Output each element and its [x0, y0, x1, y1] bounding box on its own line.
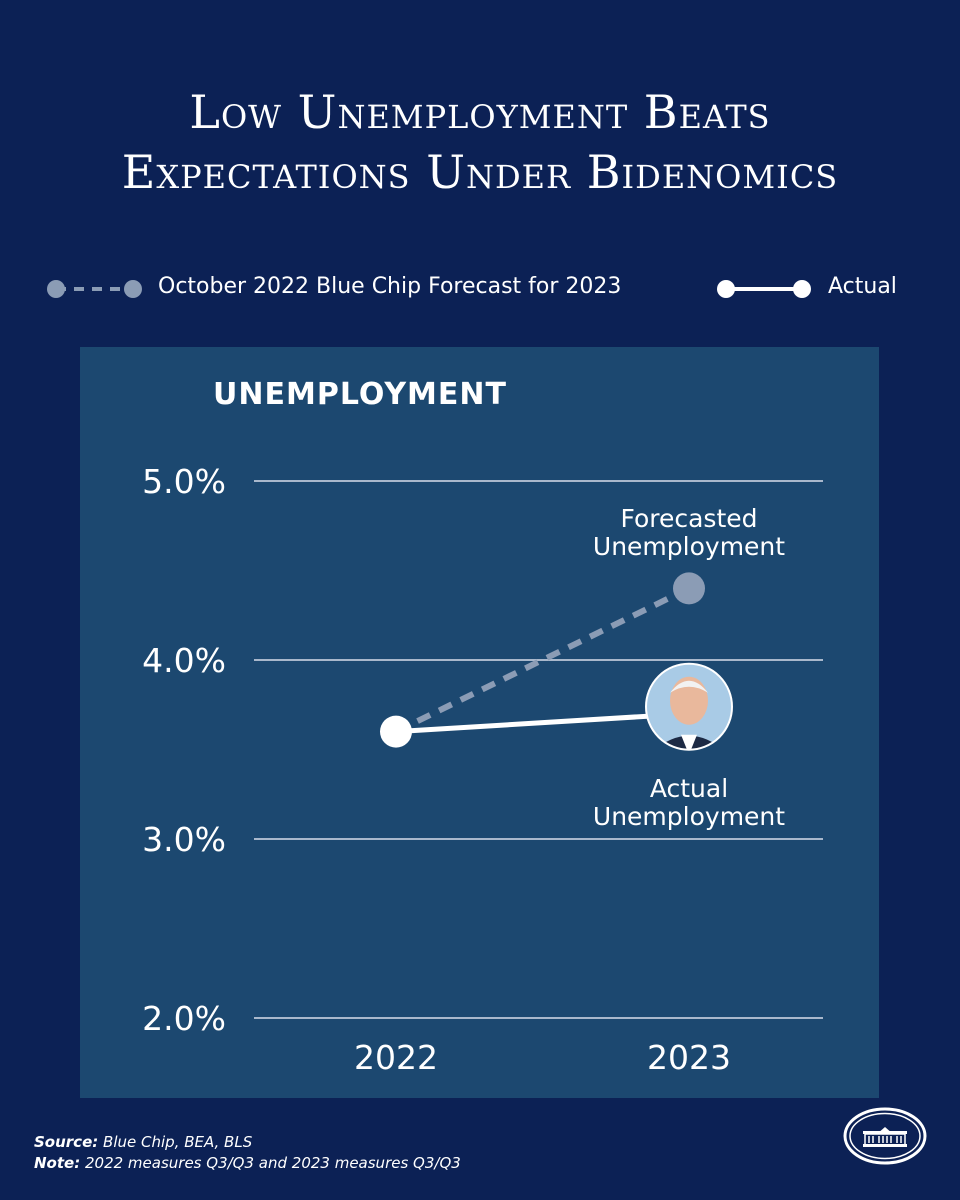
- source-line: Source: Blue Chip, BEA, BLS: [34, 1132, 461, 1153]
- footer: Source: Blue Chip, BEA, BLS Note: 2022 m…: [34, 1132, 461, 1174]
- actual-annotation: Unemployment: [593, 802, 785, 831]
- y-tick-label: 4.0%: [142, 641, 226, 680]
- start-point-2022: [380, 715, 412, 748]
- white-house-icon: [843, 1107, 927, 1165]
- title-line-1: Low Unemployment Beats: [189, 85, 771, 139]
- actual-annotation: Actual: [650, 774, 728, 803]
- legend-swatches: [47, 280, 811, 298]
- source-label: Source:: [34, 1133, 99, 1151]
- legend-actual-label: Actual: [828, 274, 897, 299]
- x-tick-label: 2022: [354, 1038, 438, 1077]
- forecast-series-line: [394, 585, 691, 735]
- chart-plot: 5.0%4.0%3.0%2.0%2022 2023ForecastedUnempl…: [142, 462, 823, 1077]
- note-line: Note: 2022 measures Q3/Q3 and 2023 measu…: [34, 1153, 461, 1174]
- page-title: Low Unemployment Beats Expectations Unde…: [0, 82, 960, 202]
- legend-forecast-label: October 2022 Blue Chip Forecast for 2023: [158, 274, 622, 299]
- y-tick-label: 2.0%: [142, 999, 226, 1038]
- legend-forecast-swatch: [47, 280, 142, 298]
- y-tick-label: 3.0%: [142, 820, 226, 859]
- forecast-annotation: Unemployment: [593, 532, 785, 561]
- person-portrait-icon: [646, 663, 732, 750]
- title-line-2: Expectations Under Bidenomics: [121, 145, 839, 199]
- forecast-point-2023: [673, 572, 705, 605]
- chart-title: UNEMPLOYMENT: [213, 377, 507, 412]
- y-tick-label: 5.0%: [142, 462, 226, 501]
- legend: October 2022 Blue Chip Forecast for 2023…: [0, 268, 960, 310]
- forecast-annotation: Forecasted: [620, 504, 757, 533]
- legend-actual-swatch: [717, 280, 811, 298]
- x-tick-label: 2023: [647, 1038, 731, 1077]
- chart-panel: UNEMPLOYMENT 5.0% 4.0% 3.0% 2.0% 2022 2023 For…: [80, 347, 879, 1098]
- portrait-ring: [645, 662, 733, 751]
- note-label: Note:: [34, 1154, 81, 1172]
- note-text: 2022 measures Q3/Q3 and 2023 measures Q3…: [84, 1154, 461, 1172]
- actual-series-line: [395, 711, 690, 735]
- source-text: Blue Chip, BEA, BLS: [103, 1133, 253, 1151]
